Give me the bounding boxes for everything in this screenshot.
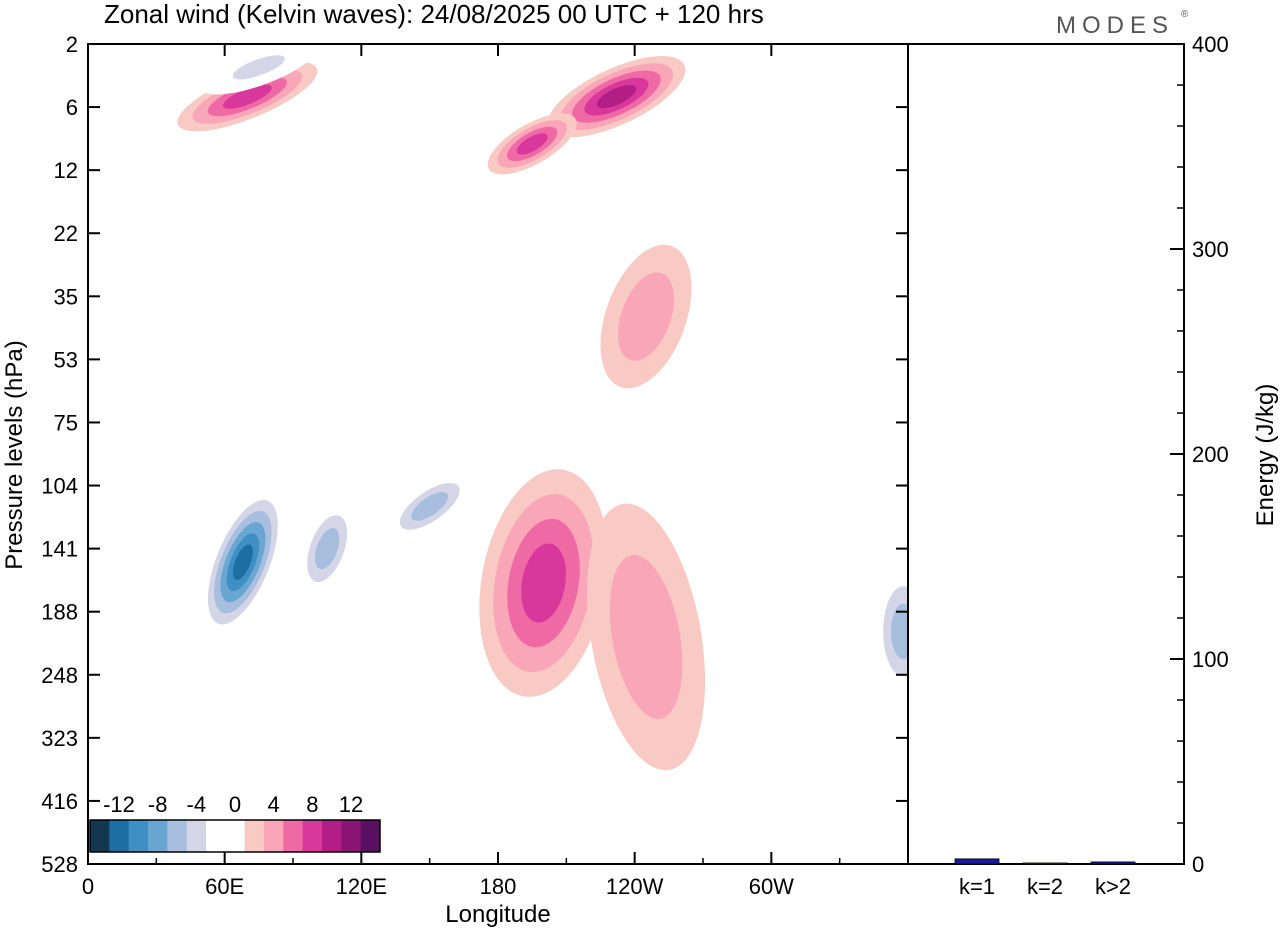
energy-bar (1090, 861, 1136, 865)
contour-level (890, 603, 908, 660)
x-tick-label: 0 (82, 874, 94, 899)
energy-bar-label: k>2 (1095, 874, 1131, 899)
positive-anomaly (479, 469, 608, 697)
energy-tick-label: 100 (1192, 647, 1229, 672)
colorbar-swatch (206, 820, 226, 852)
y-tick-label: 104 (41, 474, 78, 499)
positive-anomaly (177, 61, 318, 132)
y-tick-label: 12 (54, 158, 78, 183)
colorbar-swatch (167, 820, 188, 852)
positive-anomaly (547, 56, 686, 138)
colorbar-frame (89, 819, 381, 853)
positive-anomaly (587, 503, 706, 771)
y-tick-label: 528 (41, 852, 78, 877)
colorbar-swatch (186, 820, 207, 852)
contour-level (596, 85, 637, 109)
colorbar-swatch (302, 820, 323, 852)
energy-bar (1022, 862, 1068, 865)
y-tick-label: 35 (54, 284, 78, 309)
colorbar-swatch (341, 820, 362, 852)
x-axis: 0 60E 120E 180 120W 60W (82, 44, 841, 899)
energy-tick-label: 200 (1192, 442, 1229, 467)
colorbar-label: -12 (103, 792, 135, 817)
energy-bar-label: k=1 (959, 874, 995, 899)
y-tick-label: 141 (41, 537, 78, 562)
colorbar-label: 12 (339, 792, 363, 817)
y-tick-label: 188 (41, 600, 78, 625)
colorbar-swatch (109, 820, 130, 852)
y-tick-label: 2 (66, 32, 78, 57)
x-tick-label: 180 (480, 874, 517, 899)
energy-tick-label: 300 (1192, 237, 1229, 262)
chart-title: Zonal wind (Kelvin waves): 24/08/2025 00… (104, 0, 764, 29)
y-tick-label: 53 (54, 347, 78, 372)
colorbar-swatch (264, 820, 284, 852)
contour-level (516, 133, 548, 155)
contour-level (609, 554, 683, 719)
x-tick-label: 120W (606, 874, 664, 899)
y-axis-label: Pressure levels (hPa) (1, 340, 28, 569)
colorbar-label: 0 (229, 792, 241, 817)
colorbar-label: 8 (306, 792, 318, 817)
colorbar-swatch (128, 820, 149, 852)
negative-anomaly (200, 44, 318, 95)
x-tick-label: 60E (205, 874, 244, 899)
colorbar-label: -4 (187, 792, 207, 817)
heatmap-panel: 0 60E 120E 180 120W 60W 2 6 12 22 35 53 75 104 141 188… (41, 32, 909, 899)
energy-bar (954, 858, 1000, 865)
y-tick-label: 75 (54, 410, 78, 435)
contour-level (521, 543, 566, 623)
contour-level (314, 527, 340, 570)
x-tick-label: 60W (749, 874, 794, 899)
x-axis-label: Longitude (445, 901, 550, 928)
y-tick-label: 323 (41, 726, 78, 751)
wind-contours (88, 44, 908, 771)
colorbar-label: -8 (148, 792, 168, 817)
contour-level (232, 544, 253, 580)
x-tick-label: 120E (336, 874, 387, 899)
energy-tick-label: 400 (1192, 32, 1229, 57)
contour-level (93, 552, 128, 676)
positive-anomaly (600, 244, 692, 389)
colorbar-label: 4 (268, 792, 280, 817)
colorbar-swatch (360, 820, 381, 852)
contour-level (411, 491, 449, 521)
y-tick-label: 248 (41, 663, 78, 688)
energy-axis-label: Energy (J/kg) (1252, 384, 1279, 527)
energy-panel: k=1 k=2 k>2 0 100 200 300 400 Energy (J/kg) (907, 32, 1279, 899)
y-tick-label: 22 (54, 221, 78, 246)
negative-anomaly (88, 514, 139, 715)
contour-level (232, 55, 285, 80)
colorbar-swatch (244, 820, 265, 852)
contour-level (223, 84, 272, 109)
y-tick-label: 6 (66, 95, 78, 120)
energy-tick-label: 0 (1192, 852, 1204, 877)
negative-anomaly (376, 464, 483, 548)
modes-logo: MODES (1056, 12, 1174, 39)
colorbar: -12 -8 -4 0 4 8 12 (89, 792, 381, 853)
energy-bars: k=1 k=2 k>2 (954, 858, 1136, 899)
y-tick-label: 416 (41, 789, 78, 814)
negative-anomaly (291, 489, 363, 608)
colorbar-swatch (90, 820, 110, 852)
energy-frame (907, 43, 1185, 865)
registered-mark: ® (1181, 9, 1189, 20)
negative-anomaly (867, 551, 908, 712)
colorbar-swatch (148, 820, 168, 852)
colorbar-swatch (225, 820, 246, 852)
positive-anomaly (487, 113, 577, 175)
colorbar-swatch (283, 820, 304, 852)
negative-anomaly (195, 477, 291, 647)
colorbar-swatch (322, 820, 342, 852)
y-axis: 2 6 12 22 35 53 75 104 141 188 248 323 416 528 (41, 32, 908, 877)
energy-axis: 0 100 200 300 400 (1170, 32, 1229, 877)
contour-level (618, 272, 675, 361)
energy-bar-label: k=2 (1027, 874, 1063, 899)
